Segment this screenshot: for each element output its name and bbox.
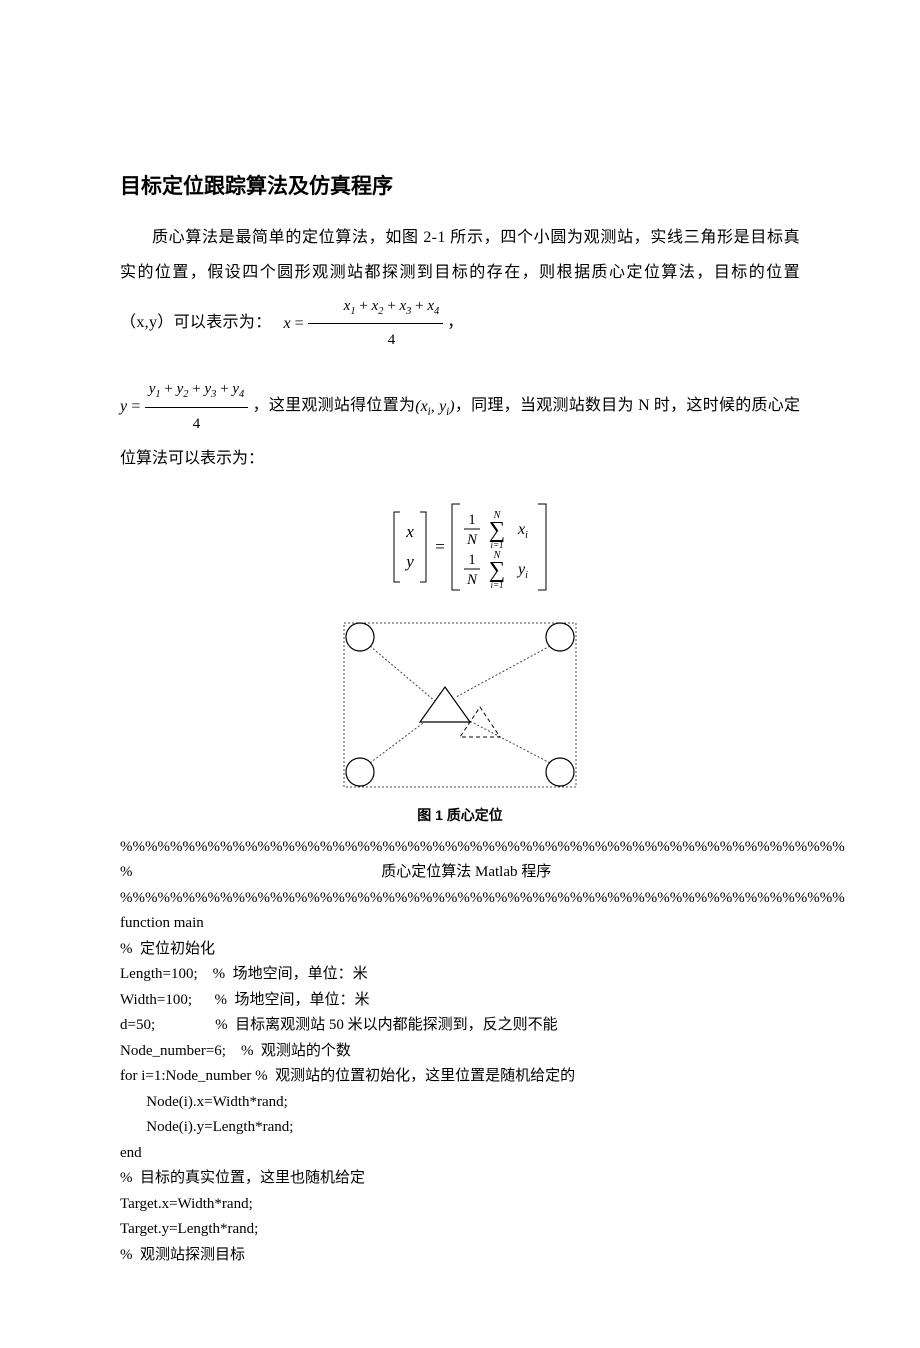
code-line: % 目标的真实位置，这里也随机给定: [120, 1166, 800, 1192]
formula-x-lhs: x: [284, 315, 291, 332]
code-header: 质心定位算法 Matlab 程序: [133, 860, 801, 886]
svg-text:i=1: i=1: [490, 580, 503, 590]
code-line: % 观测站探测目标: [120, 1243, 800, 1269]
code-line: d=50; % 目标离观测站 50 米以内都能探测到，反之则不能: [120, 1013, 800, 1039]
code-line: Target.x=Width*rand;: [120, 1192, 800, 1218]
code-separator: %%%%%%%%%%%%%%%%%%%%%%%%%%%%%%%%%%%%%%%%…: [120, 835, 800, 861]
code-line: function main: [120, 911, 800, 937]
diagram-centroid: [120, 617, 800, 797]
svg-text:1: 1: [468, 552, 476, 568]
formula-x: x = x1 + x2 + x3 + x4 4: [284, 315, 448, 332]
code-line: Node(i).x=Width*rand;: [120, 1090, 800, 1116]
para1-text-b: ，: [447, 315, 463, 332]
formula-y-lhs: y: [120, 398, 127, 415]
code-line: Width=100; % 场地空间，单位：米: [120, 988, 800, 1014]
code-line: end: [120, 1141, 800, 1167]
paragraph-1: 质心算法是最简单的定位算法，如图 2-1 所示，四个小圆为观测站，实线三角形是目…: [120, 220, 800, 357]
svg-text:y: y: [404, 552, 414, 571]
code-line: % 定位初始化: [120, 937, 800, 963]
svg-text:N: N: [466, 532, 478, 548]
svg-text:1: 1: [468, 512, 476, 528]
formula-pos: (xi, yi): [415, 398, 454, 415]
svg-text:i=1: i=1: [490, 540, 503, 550]
doc-title: 目标定位跟踪算法及仿真程序: [120, 170, 800, 200]
svg-text:x: x: [405, 522, 414, 541]
svg-text:xi: xi: [517, 521, 528, 541]
code-line: Node_number=6; % 观测站的个数: [120, 1039, 800, 1065]
paragraph-2: y = y1 + y2 + y3 + y4 4 ，这里观测站得位置为(xi, y…: [120, 373, 800, 475]
svg-text:∑: ∑: [489, 517, 505, 542]
code-line: for i=1:Node_number % 观测站的位置初始化，这里位置是随机给…: [120, 1064, 800, 1090]
figure-caption: 图 1 质心定位: [120, 805, 800, 825]
formula-y: y = y1 + y2 + y3 + y4 4: [120, 398, 253, 415]
para2-text-a: ，这里观测站得位置为: [253, 398, 416, 415]
matrix-formula: x y = 1 N N ∑ i=1 xi 1 N N ∑ i=1 yi: [120, 492, 800, 607]
svg-text:=: =: [435, 537, 445, 556]
code-line: Target.y=Length*rand;: [120, 1217, 800, 1243]
svg-text:∑: ∑: [489, 557, 505, 582]
code-line: Length=100; % 场地空间，单位：米: [120, 962, 800, 988]
svg-text:N: N: [466, 572, 478, 588]
svg-text:yi: yi: [516, 561, 528, 581]
code-line: Node(i).y=Length*rand;: [120, 1115, 800, 1141]
code-block: %%%%%%%%%%%%%%%%%%%%%%%%%%%%%%%%%%%%%%%%…: [120, 835, 800, 1269]
document-page: 目标定位跟踪算法及仿真程序 质心算法是最简单的定位算法，如图 2-1 所示，四个…: [0, 0, 920, 1348]
code-pct: %: [120, 860, 133, 886]
code-separator: %%%%%%%%%%%%%%%%%%%%%%%%%%%%%%%%%%%%%%%%…: [120, 886, 800, 912]
